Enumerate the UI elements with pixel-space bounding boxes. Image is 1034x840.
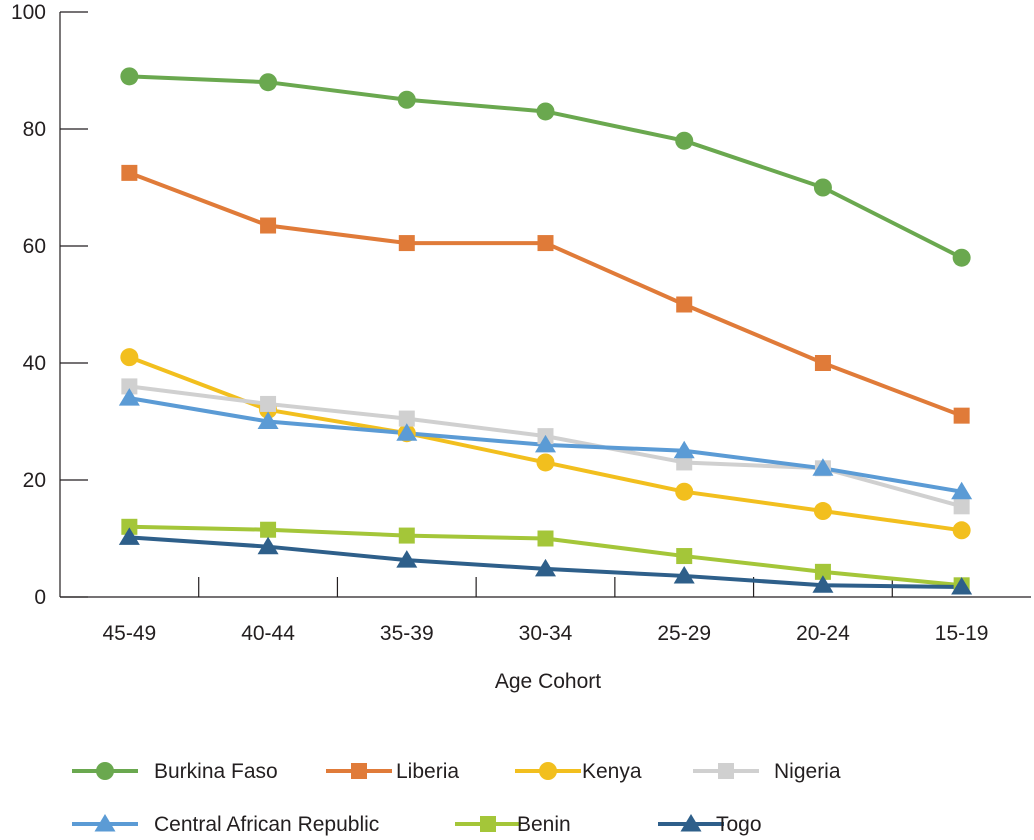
data-point-burkina-faso xyxy=(952,248,971,267)
data-point-nigeria xyxy=(398,410,415,427)
data-point-burkina-faso xyxy=(120,67,139,86)
data-point-togo xyxy=(951,577,973,595)
y-tick-label: 80 xyxy=(23,118,46,141)
y-tick-label: 0 xyxy=(34,586,46,609)
x-tick-label: 45-49 xyxy=(102,622,156,645)
data-point-nigeria xyxy=(121,378,138,395)
data-point-kenya xyxy=(813,502,832,521)
data-point-togo xyxy=(396,550,418,568)
data-point-central-african-republic xyxy=(812,458,834,476)
legend-item-nigeria: Nigeria xyxy=(693,760,841,783)
data-point-togo xyxy=(118,527,140,545)
data-point-liberia xyxy=(398,235,415,252)
legend-item-central-african-republic: Central African Republic xyxy=(72,813,379,836)
legend-swatch-marker xyxy=(480,816,496,832)
data-point-liberia xyxy=(676,296,693,313)
legend-label: Togo xyxy=(716,813,762,836)
data-point-benin xyxy=(676,548,693,565)
series-lines xyxy=(128,74,963,590)
data-point-togo xyxy=(673,565,695,584)
data-point-benin xyxy=(398,527,415,544)
legend-item-burkina-faso: Burkina Faso xyxy=(72,760,278,783)
data-point-burkina-faso xyxy=(259,73,278,92)
legend-item-kenya: Kenya xyxy=(515,760,642,783)
legend-swatch-marker xyxy=(718,763,734,779)
legend-label: Benin xyxy=(517,813,571,836)
legend-label: Burkina Faso xyxy=(154,760,278,783)
legend-swatch-marker xyxy=(680,814,702,832)
x-tick-label: 40-44 xyxy=(241,622,295,645)
data-point-togo xyxy=(535,558,556,577)
data-point-burkina-faso xyxy=(675,131,694,150)
data-point-kenya xyxy=(120,348,139,367)
legend-swatch-marker xyxy=(96,762,114,780)
data-point-liberia xyxy=(953,407,970,424)
data-point-burkina-faso xyxy=(813,178,832,197)
data-point-benin xyxy=(260,521,277,538)
legend-label: Nigeria xyxy=(774,760,841,783)
legend-swatch-marker xyxy=(94,814,116,832)
legend-swatch-marker xyxy=(539,762,557,780)
data-point-central-african-republic xyxy=(673,440,695,459)
series-line-liberia xyxy=(128,171,963,418)
data-point-liberia xyxy=(537,235,554,252)
data-point-central-african-republic xyxy=(951,481,973,500)
legend: Burkina Faso Liberia Kenya Nigeria Central A… xyxy=(72,760,841,836)
data-point-kenya xyxy=(952,521,971,540)
data-point-central-african-republic xyxy=(118,388,140,406)
data-point-togo xyxy=(257,536,279,555)
legend-swatch-marker xyxy=(351,763,367,779)
data-point-kenya xyxy=(675,482,694,501)
data-point-burkina-faso xyxy=(536,102,555,121)
x-tick-label: 20-24 xyxy=(796,622,850,645)
data-point-central-african-republic xyxy=(535,434,556,453)
series-markers xyxy=(118,67,973,595)
data-point-burkina-faso xyxy=(397,90,416,109)
chart-axes: 0 20 40 60 80 100 45-49 40-44 35-39 30-34 25-29 20-… xyxy=(11,1,1031,645)
x-axis-title: Age Cohort xyxy=(495,670,601,693)
data-point-benin xyxy=(814,563,831,580)
data-point-togo xyxy=(812,575,834,593)
y-tick-label: 60 xyxy=(23,235,46,258)
data-point-central-african-republic xyxy=(396,423,418,441)
data-point-nigeria xyxy=(676,454,693,471)
data-point-nigeria xyxy=(953,498,970,515)
legend-item-benin: Benin xyxy=(455,813,571,836)
x-tick-label: 35-39 xyxy=(380,622,434,645)
x-tick-label: 30-34 xyxy=(519,622,573,645)
x-tick-label: 15-19 xyxy=(935,622,989,645)
y-tick-label: 100 xyxy=(11,1,46,24)
y-tick-label: 40 xyxy=(23,352,46,375)
legend-label: Kenya xyxy=(582,760,642,783)
data-point-liberia xyxy=(260,217,277,234)
x-tick-label: 25-29 xyxy=(657,622,711,645)
legend-item-liberia: Liberia xyxy=(326,760,459,783)
legend-label: Liberia xyxy=(396,760,459,783)
y-tick-label: 20 xyxy=(23,469,46,492)
data-point-nigeria xyxy=(260,395,277,412)
legend-label: Central African Republic xyxy=(154,813,379,836)
data-point-benin xyxy=(121,518,138,535)
data-point-kenya xyxy=(536,453,555,472)
data-point-liberia xyxy=(121,164,138,181)
data-point-benin xyxy=(537,530,554,547)
data-point-central-african-republic xyxy=(257,411,279,429)
legend-item-togo: Togo xyxy=(658,813,762,836)
data-point-liberia xyxy=(814,355,831,371)
